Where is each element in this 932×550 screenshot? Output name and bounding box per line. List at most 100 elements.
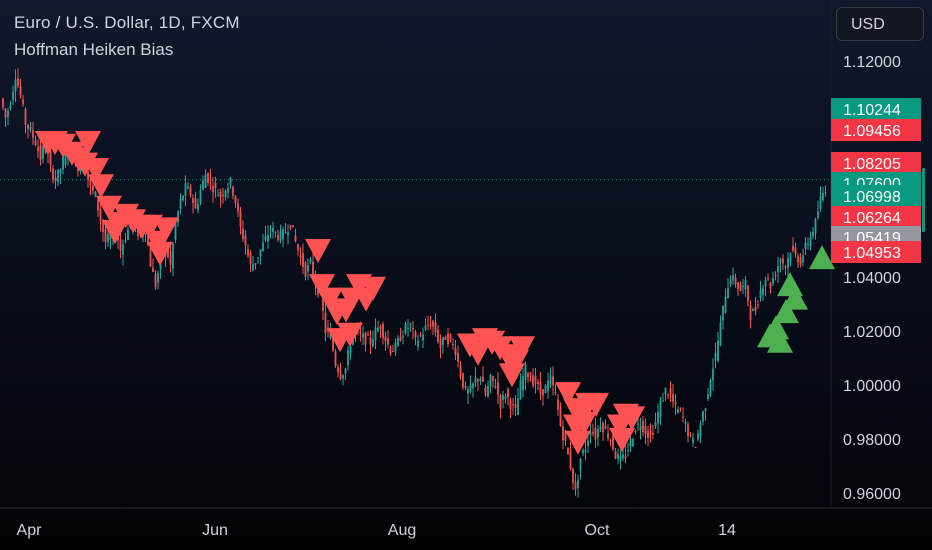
candle-body <box>567 448 569 455</box>
candle-body <box>767 277 769 279</box>
candle-body <box>474 377 477 384</box>
candle-body <box>627 450 629 452</box>
candle-body <box>579 458 582 471</box>
candle-body <box>309 259 312 263</box>
candle-body <box>677 409 679 413</box>
candle-body <box>554 392 557 394</box>
candle-body <box>214 182 217 188</box>
candle-body <box>494 386 497 388</box>
sell-signal-marker <box>619 406 645 431</box>
candle-body <box>442 337 444 345</box>
candle-body <box>639 426 642 430</box>
candle-body <box>584 449 587 453</box>
candle-body <box>144 233 147 235</box>
candle-body <box>552 376 554 386</box>
candle-body <box>169 250 172 265</box>
candle-body <box>599 426 602 430</box>
price-label-text: 1.09456 <box>843 123 901 140</box>
candle-body <box>52 168 54 180</box>
candle-body <box>819 195 822 209</box>
indicator-name[interactable]: Hoffman Heiken Bias <box>14 40 174 59</box>
candle-body <box>759 290 762 299</box>
symbol-title[interactable]: Euro / U.S. Dollar, 1D, FXCM <box>14 13 240 32</box>
candle-body <box>574 481 577 490</box>
candle-body <box>17 78 19 86</box>
candle-body <box>184 183 187 196</box>
sell-signal-marker <box>337 322 363 347</box>
price-axis-tick: 1.02000 <box>843 324 901 341</box>
candle-body <box>534 375 537 384</box>
candle-body <box>717 340 719 361</box>
candle-body <box>24 109 27 125</box>
price-axis-tick: 0.96000 <box>843 486 901 503</box>
candle-body <box>752 308 754 311</box>
price-label-bg <box>831 119 921 141</box>
candle-body <box>652 433 654 435</box>
candle-body <box>407 327 409 329</box>
candle-body <box>339 370 342 379</box>
candle-body <box>804 242 807 249</box>
candle-body <box>437 329 439 342</box>
candle-body <box>89 178 92 186</box>
candle-body <box>64 149 67 165</box>
candle-body <box>277 235 279 240</box>
price-label-bg <box>831 241 921 263</box>
candle-body <box>557 399 559 410</box>
price-label: 1.08205 <box>831 152 921 174</box>
candle-body <box>399 336 402 341</box>
currency-button[interactable]: USD <box>836 7 924 41</box>
candle-body <box>22 99 24 105</box>
candle-body <box>289 225 292 229</box>
candle-body <box>644 426 647 435</box>
sell-signal-marker <box>309 274 335 299</box>
candle-body <box>782 258 784 264</box>
candle-body <box>414 331 417 338</box>
candle-body <box>239 210 242 227</box>
candle-body <box>514 404 517 408</box>
candle-body <box>447 333 449 345</box>
candle-body <box>602 422 604 433</box>
candle-body <box>427 324 429 326</box>
sell-signal-marker <box>509 336 535 361</box>
candle-body <box>259 249 262 257</box>
candle-body <box>674 401 677 405</box>
candle-body <box>624 456 627 459</box>
candle-body <box>59 169 62 174</box>
candle-body <box>217 195 219 197</box>
time-axis-tick: 14 <box>718 522 736 539</box>
price-label-text: 1.10244 <box>843 102 901 119</box>
candle-body <box>642 421 644 433</box>
candle-body <box>359 331 362 334</box>
candle-body <box>224 190 227 198</box>
time-axis-tick: Jun <box>202 522 228 539</box>
candle-body <box>257 257 259 259</box>
candle-body <box>249 252 252 265</box>
price-label-text: 1.04953 <box>843 245 901 262</box>
price-label-bg <box>831 206 921 228</box>
candle-body <box>532 375 534 386</box>
sell-signal-marker <box>317 287 343 312</box>
candle-body <box>324 312 327 334</box>
price-label: 1.04953 <box>831 241 921 263</box>
candle-body <box>297 244 299 251</box>
candle-body <box>499 395 502 409</box>
candle-body <box>212 186 214 192</box>
candle-body <box>402 336 404 338</box>
candle-body <box>194 198 197 209</box>
candle-body <box>34 140 37 145</box>
candle-body <box>539 382 542 394</box>
candle-body <box>479 378 482 382</box>
candle-body <box>714 352 717 361</box>
candle-body <box>769 282 772 289</box>
candle-body <box>519 380 522 399</box>
price-label: 1.10244 <box>831 98 921 120</box>
candle-body <box>167 247 169 257</box>
candle-body <box>719 322 722 346</box>
candle-body <box>424 325 427 330</box>
candle-body <box>444 336 447 340</box>
candle-body <box>267 235 269 242</box>
candle-body <box>229 177 232 185</box>
candle-body <box>692 437 694 443</box>
